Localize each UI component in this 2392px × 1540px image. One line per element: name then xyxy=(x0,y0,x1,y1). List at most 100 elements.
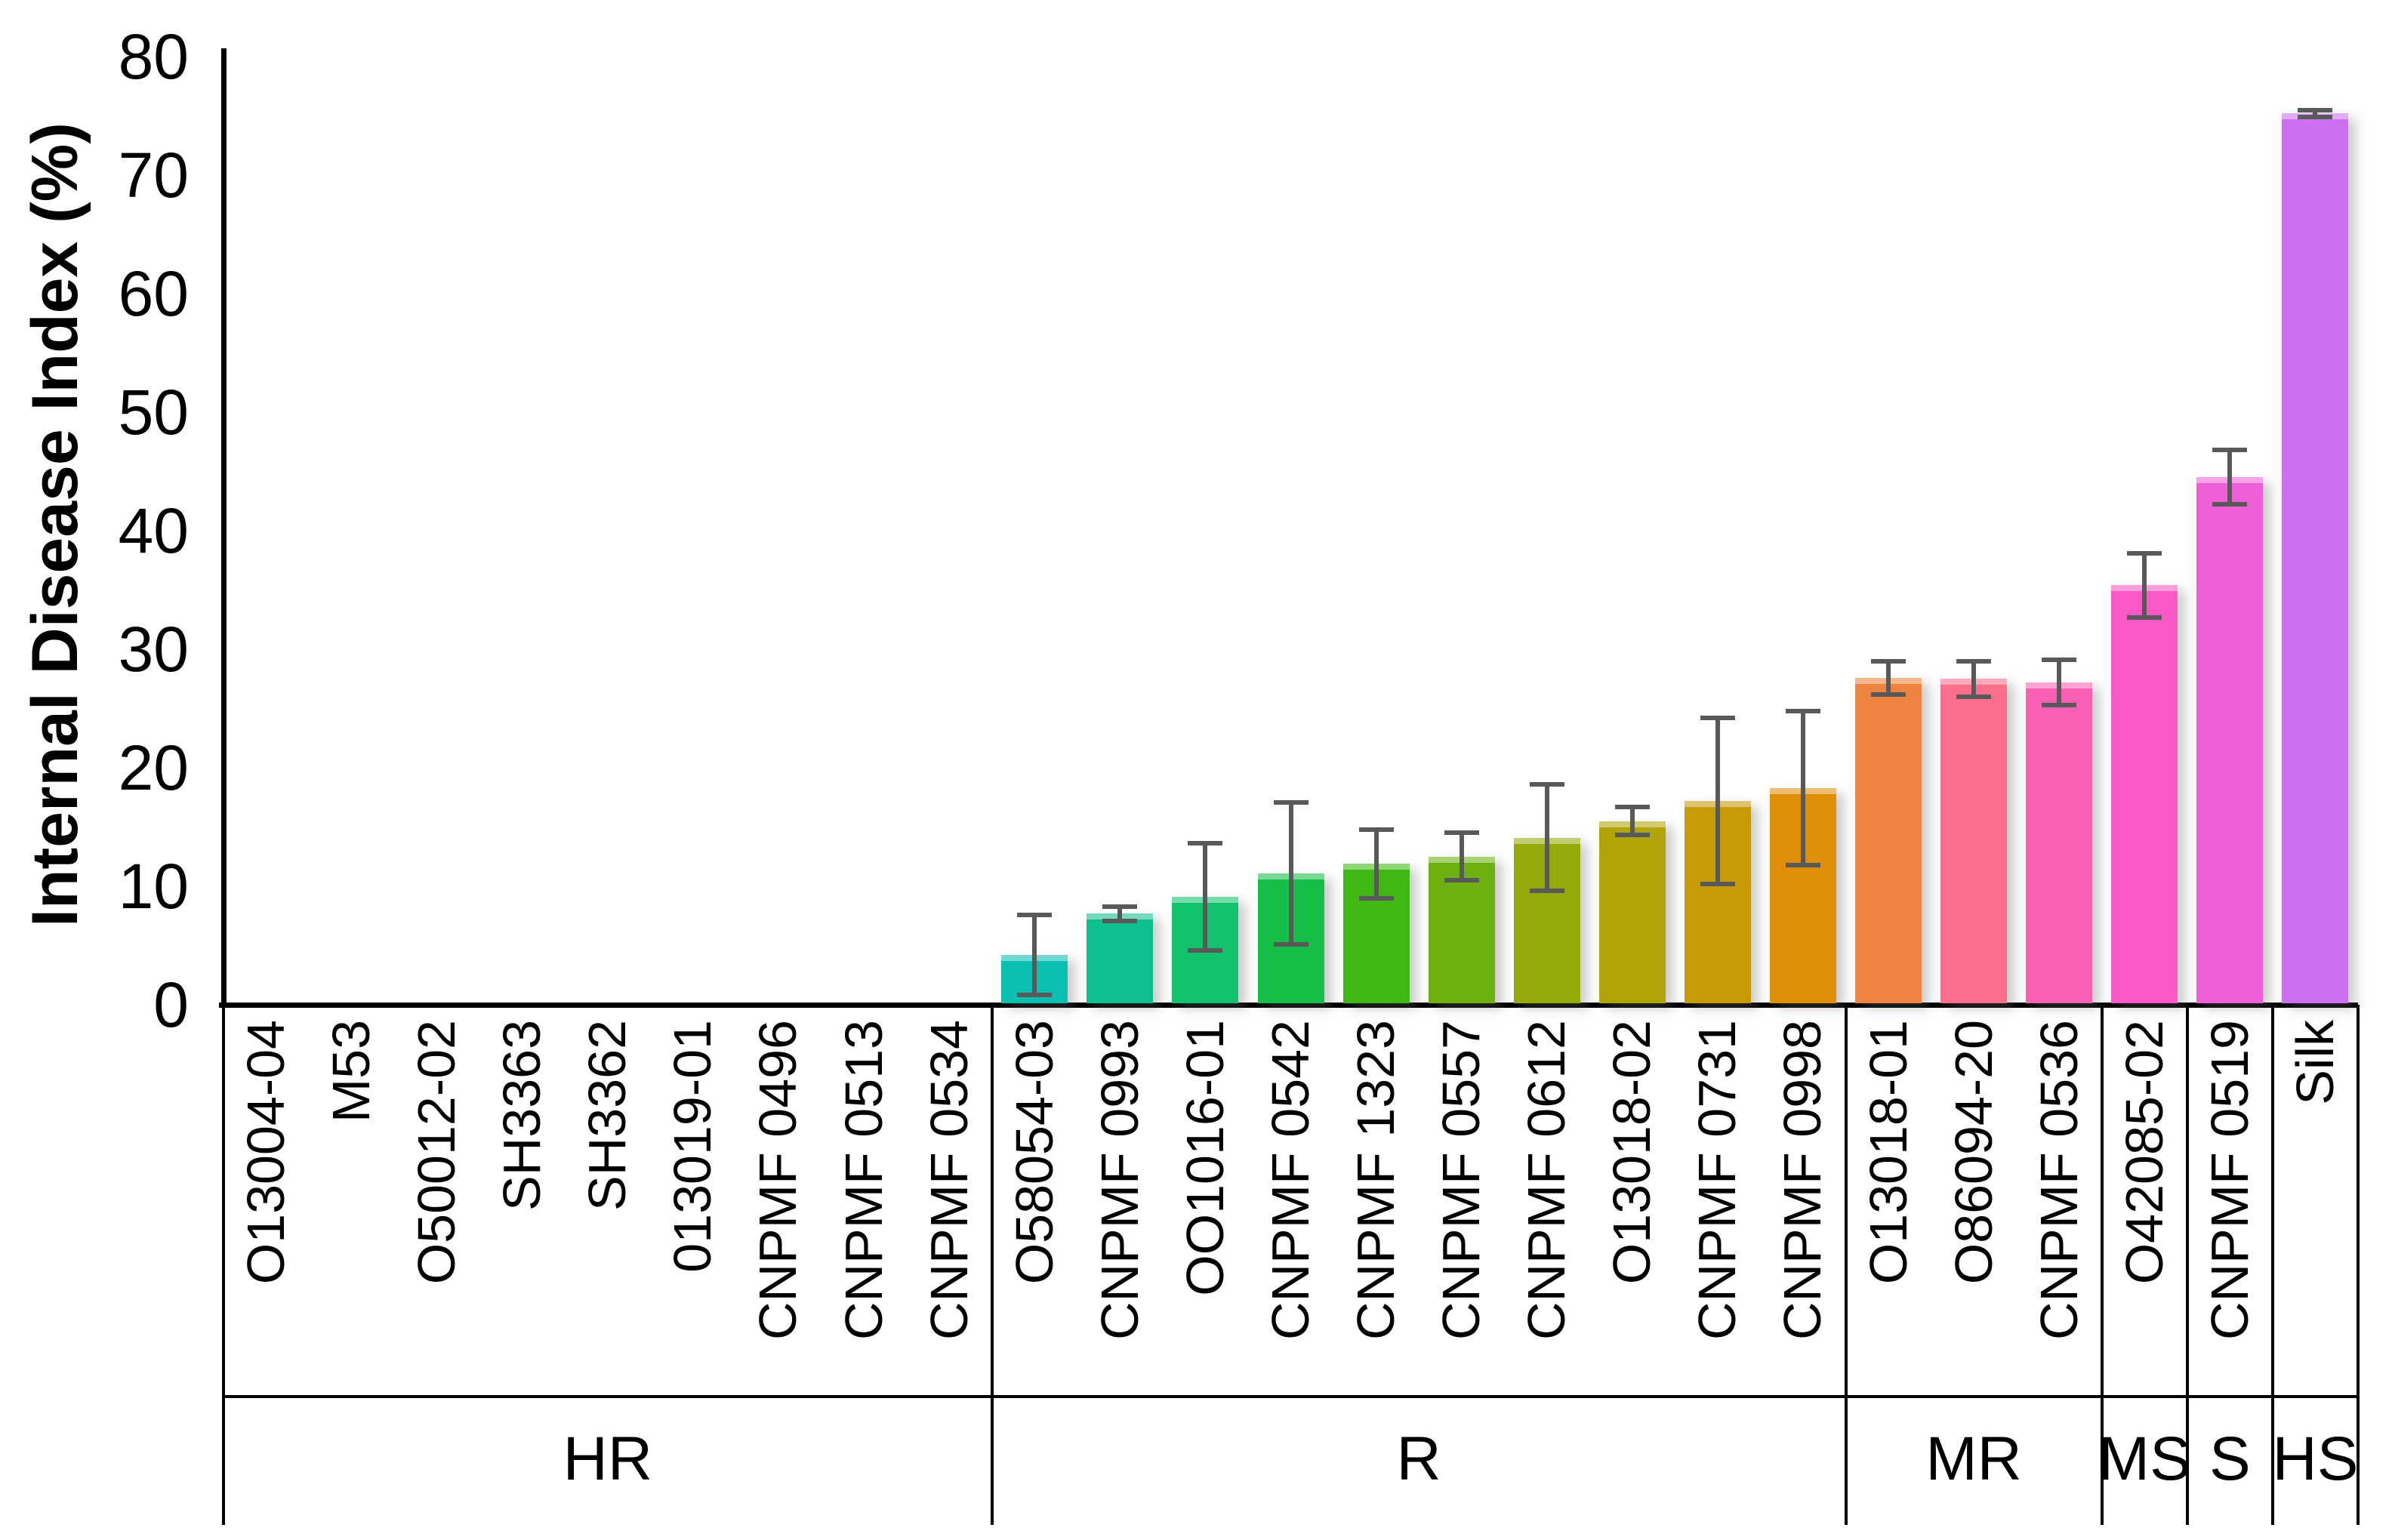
category-label: CNPMF 0557 xyxy=(1432,1020,1491,1341)
y-tick-label: 70 xyxy=(118,140,189,211)
category-label: CNPMF 1323 xyxy=(1346,1020,1406,1341)
category-label: O50012-02 xyxy=(407,1020,467,1285)
group-divider xyxy=(222,1005,225,1525)
category-label: CNPMF 0993 xyxy=(1090,1020,1149,1341)
error-bar-cap-bottom xyxy=(1017,993,1053,998)
category-label: O86094-20 xyxy=(1944,1020,2003,1285)
category-label: SH3363 xyxy=(492,1020,552,1211)
error-bar xyxy=(1544,784,1549,892)
category-label: 013019-01 xyxy=(663,1020,723,1273)
y-tick-label: 40 xyxy=(118,495,189,566)
error-bar-cap-top xyxy=(2042,658,2077,663)
error-bar-cap-top xyxy=(1273,799,1309,805)
category-label: O42085-02 xyxy=(2114,1020,2174,1285)
category-label: O13018-02 xyxy=(1602,1020,1662,1285)
error-bar-cap-bottom xyxy=(1529,889,1564,894)
error-bar-cap-bottom xyxy=(2212,502,2248,507)
error-bar-cap-top xyxy=(1444,830,1479,836)
error-bar-cap-top xyxy=(1102,904,1138,909)
error-bar-cap-bottom xyxy=(1273,941,1309,947)
bar xyxy=(2026,682,2093,1003)
label-group-separator xyxy=(223,1395,2358,1398)
group-label: MR xyxy=(1925,1424,2022,1493)
group-divider xyxy=(2357,1005,2360,1525)
y-tick-label: 10 xyxy=(118,851,189,922)
error-bar-cap-top xyxy=(1785,708,1820,713)
category-label: CNPMF 0496 xyxy=(748,1020,808,1341)
error-bar-cap-bottom xyxy=(2298,115,2333,120)
category-label: Silk xyxy=(2285,1020,2344,1105)
error-bar xyxy=(1715,718,1720,884)
category-label: CNPMF 0731 xyxy=(1688,1020,1747,1341)
error-bar-cap-bottom xyxy=(1785,862,1820,867)
error-bar xyxy=(1373,829,1379,898)
error-bar-cap-bottom xyxy=(1188,947,1223,953)
error-bar-cap-top xyxy=(1871,658,1907,664)
y-tick-label: 60 xyxy=(118,258,189,329)
error-bar-cap-bottom xyxy=(1614,833,1650,838)
bar xyxy=(2111,585,2178,1003)
error-bar-cap-bottom xyxy=(1102,918,1138,923)
x-axis-line xyxy=(219,1002,2358,1008)
error-bar xyxy=(2057,660,2062,705)
category-label: CNPMF 0542 xyxy=(1260,1020,1320,1341)
group-divider xyxy=(2100,1005,2104,1525)
bar xyxy=(1598,821,1666,1003)
error-bar-cap-top xyxy=(1700,716,1735,721)
bar xyxy=(1940,679,2008,1003)
error-bar-cap-top xyxy=(1358,827,1394,832)
error-bar-cap-top xyxy=(1188,841,1223,846)
error-bar-cap-bottom xyxy=(1700,881,1735,886)
group-divider xyxy=(1844,1005,1848,1525)
group-label: HS xyxy=(2272,1424,2359,1493)
error-bar-cap-bottom xyxy=(2127,614,2162,620)
group-divider xyxy=(2270,1005,2274,1525)
category-label: O13004-04 xyxy=(236,1020,295,1285)
group-divider xyxy=(990,1005,994,1525)
y-tick-label: 20 xyxy=(118,732,189,803)
error-bar-cap-top xyxy=(2298,107,2333,112)
error-bar xyxy=(1203,843,1208,950)
bar xyxy=(2196,477,2264,1003)
category-label: O13018-01 xyxy=(1858,1020,1918,1285)
error-bar-cap-bottom xyxy=(2042,702,2077,707)
error-bar xyxy=(2227,450,2233,505)
error-bar-cap-bottom xyxy=(1956,694,1992,699)
y-tick-label: 0 xyxy=(153,969,189,1040)
category-label: SH3362 xyxy=(578,1020,637,1211)
error-bar-cap-bottom xyxy=(1871,691,1907,697)
category-label: M53 xyxy=(322,1020,381,1123)
y-axis-line xyxy=(220,48,227,1007)
error-bar xyxy=(1117,906,1123,921)
bar xyxy=(2282,113,2349,1003)
bar xyxy=(1855,677,1922,1003)
category-label: OO1016-01 xyxy=(1175,1020,1235,1296)
y-tick-label: 30 xyxy=(118,614,189,685)
group-label: R xyxy=(1396,1424,1441,1493)
category-label: CNPMF 0519 xyxy=(2199,1020,2259,1341)
y-tick-label: 80 xyxy=(118,21,189,92)
error-bar-cap-top xyxy=(2127,550,2162,556)
error-bar xyxy=(1032,914,1037,996)
group-label: MS xyxy=(2098,1424,2191,1493)
category-label: CNPMF 0612 xyxy=(1517,1020,1577,1341)
error-bar xyxy=(1288,802,1293,944)
category-label: O58054-03 xyxy=(1004,1020,1064,1285)
error-bar xyxy=(2313,109,2318,118)
error-bar-cap-bottom xyxy=(1358,895,1394,901)
error-bar-cap-bottom xyxy=(1444,878,1479,883)
error-bar xyxy=(1886,661,1891,695)
bar xyxy=(1087,913,1154,1003)
error-bar xyxy=(1629,806,1635,836)
error-bar xyxy=(1800,710,1805,865)
category-label: CNPMF 0536 xyxy=(2029,1020,2088,1341)
error-bar-cap-top xyxy=(1614,804,1650,809)
group-label: S xyxy=(2209,1424,2251,1493)
error-bar-cap-top xyxy=(2212,448,2248,453)
y-tick-label: 50 xyxy=(118,377,189,448)
category-label: CNPMF 0513 xyxy=(834,1020,893,1341)
error-bar-cap-top xyxy=(1017,912,1053,917)
group-divider xyxy=(2185,1005,2189,1525)
category-label: CNPMF 0534 xyxy=(919,1020,979,1341)
